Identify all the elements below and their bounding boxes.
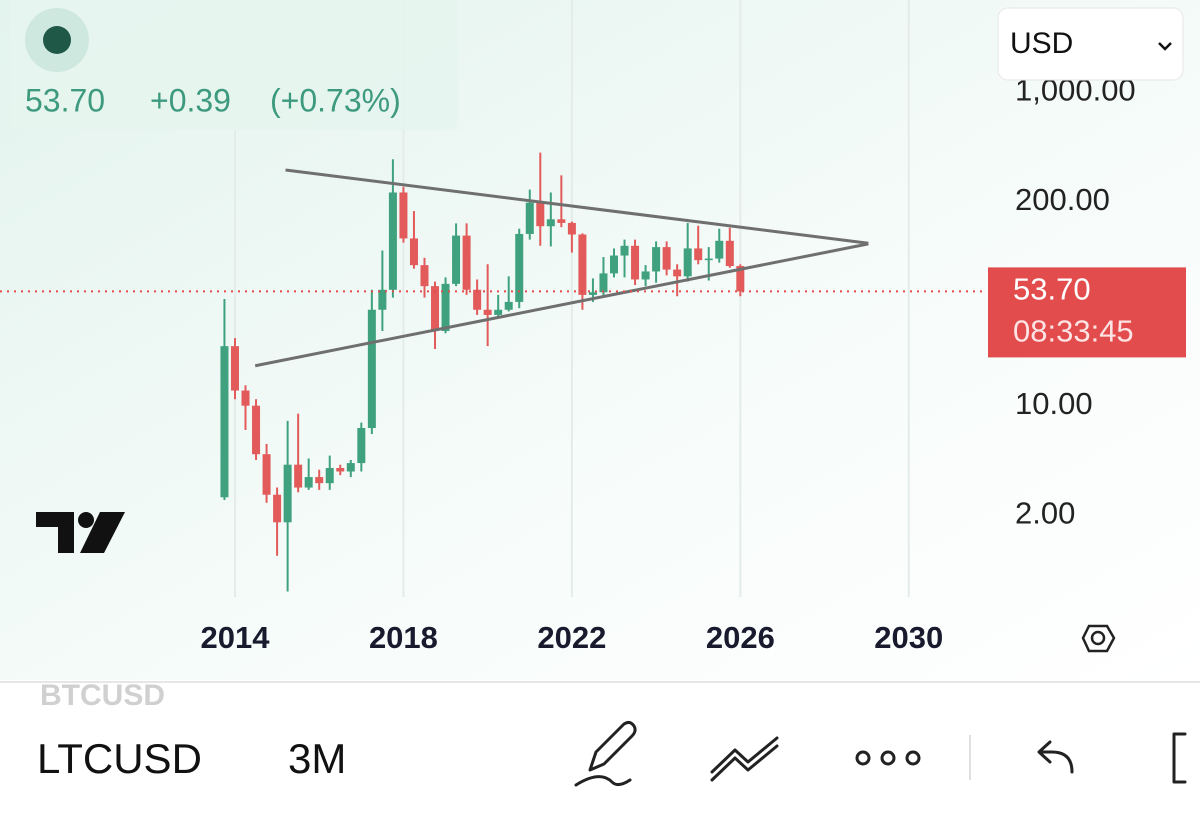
more-dot[interactable]	[905, 750, 921, 766]
candle-body	[462, 235, 471, 290]
more-dot[interactable]	[855, 750, 871, 766]
candle-body	[546, 219, 555, 227]
header-price: 53.70	[25, 82, 105, 118]
candle-body	[325, 467, 334, 484]
hexagon-icon[interactable]	[1081, 624, 1116, 653]
candle-body	[609, 255, 618, 274]
chevron[interactable]	[1158, 42, 1172, 51]
currency-select-box[interactable]	[997, 7, 1184, 81]
candle-body	[441, 283, 450, 331]
candle-body	[620, 245, 629, 256]
status-dot	[43, 26, 71, 54]
plot	[0, 152, 985, 592]
price-label-box	[988, 267, 1186, 358]
candle-body	[652, 247, 661, 272]
more-dot[interactable]	[880, 750, 896, 766]
candle-body	[525, 202, 534, 234]
candle-body	[378, 289, 387, 310]
candle-body	[725, 240, 734, 267]
candle-body	[504, 301, 513, 310]
logo	[36, 512, 125, 553]
hexagon-dot[interactable]	[1090, 630, 1106, 646]
y-tick-label: 10.00	[1015, 386, 1093, 421]
candle-body	[230, 346, 239, 391]
candle-body	[283, 464, 292, 523]
x-tick-label: 2014	[201, 620, 271, 655]
trendline	[285, 168, 869, 245]
candle-body	[452, 235, 461, 284]
candle-body	[346, 463, 355, 472]
candle-body	[578, 234, 587, 295]
candle-body	[483, 309, 492, 315]
candle-body	[262, 454, 271, 495]
candle-body	[220, 346, 229, 498]
candle-body	[252, 405, 261, 455]
candle-body	[536, 202, 545, 227]
candle-body	[388, 192, 397, 290]
candle-body	[494, 309, 503, 315]
candle-body	[241, 390, 250, 406]
candle-body	[304, 477, 313, 488]
candle-body	[599, 273, 608, 293]
fullscreen-icon[interactable]	[1172, 732, 1187, 784]
header-change: +0.39	[150, 82, 231, 118]
settings-button[interactable]	[1081, 624, 1116, 653]
previous-symbol[interactable]: BTCUSD	[40, 679, 165, 712]
candle-body	[431, 286, 440, 331]
candle-body	[715, 240, 724, 259]
candle-body	[273, 494, 282, 523]
candle-body	[557, 219, 566, 223]
x-tick-label: 2018	[369, 620, 438, 655]
currency-label[interactable]: USD	[1010, 27, 1073, 60]
candle-body	[515, 233, 524, 302]
draw-tool-icon[interactable]	[574, 720, 637, 787]
candle-body	[357, 428, 366, 464]
candle-body	[704, 258, 713, 261]
candle-body	[420, 265, 429, 287]
candle-body	[409, 238, 418, 266]
candle-body	[694, 248, 703, 261]
candle-body	[631, 245, 640, 280]
symbol[interactable]: LTCUSD	[37, 735, 202, 782]
candle-body	[399, 192, 408, 239]
price-label: 53.70	[1013, 272, 1091, 307]
undo-icon[interactable]	[1037, 740, 1074, 774]
x-tick-label: 2026	[706, 620, 775, 655]
countdown-label: 08:33:45	[1013, 314, 1134, 349]
candle-body	[567, 222, 576, 235]
candle-body	[336, 467, 345, 472]
interval[interactable]: 3M	[288, 735, 346, 782]
candle-body	[683, 248, 692, 277]
candle-body	[315, 477, 324, 484]
x-tick-label: 2022	[537, 620, 606, 655]
candle-body	[294, 464, 303, 488]
candle-body	[473, 289, 482, 310]
y-tick-label: 200.00	[1015, 182, 1110, 217]
trendline	[254, 242, 869, 368]
candle-body	[673, 269, 682, 277]
candle-body	[588, 292, 597, 295]
currency-select[interactable]: USD	[997, 7, 1184, 81]
candle-body	[662, 247, 671, 270]
indicators-icon[interactable]	[710, 736, 779, 782]
header-panel	[10, 0, 458, 130]
candle-body	[367, 309, 376, 429]
candle-body	[736, 266, 745, 292]
header-change-pct: (+0.73%)	[270, 82, 401, 118]
x-tick-label: 2030	[874, 620, 943, 655]
y-tick-label: 2.00	[1015, 495, 1075, 530]
candle-body	[641, 271, 650, 280]
